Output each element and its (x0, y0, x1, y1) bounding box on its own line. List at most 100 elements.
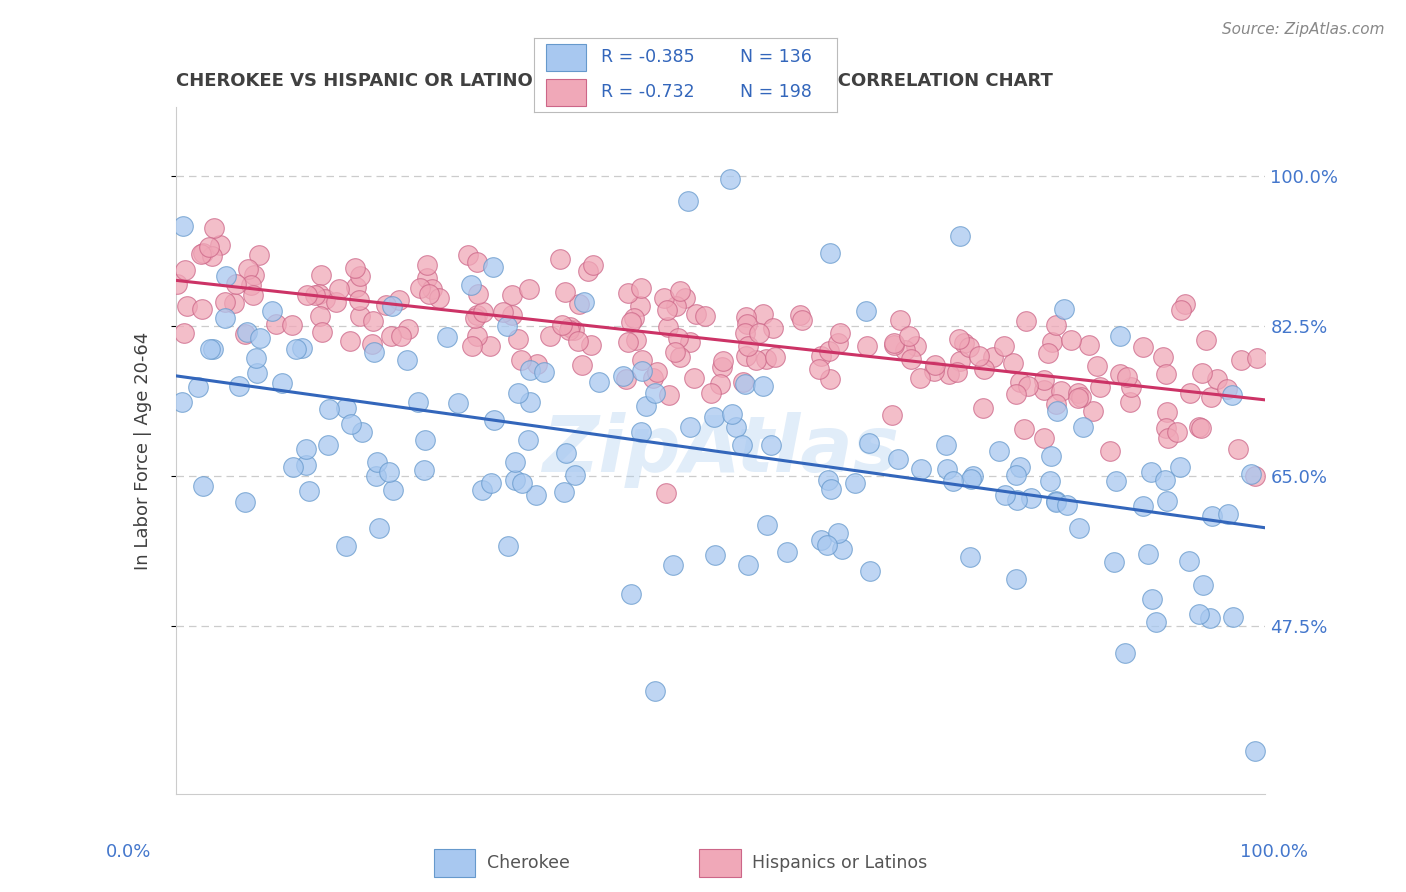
Point (579, 338, 602, 352)
Point (198, 342, 221, 356)
Point (695, 309, 717, 323)
Point (496, 319, 519, 334)
Point (550, 252, 572, 267)
Point (897, 329, 920, 343)
Point (363, 314, 385, 328)
Point (240, 278, 263, 293)
Point (538, 328, 561, 343)
Point (242, 287, 264, 301)
Point (311, 326, 333, 340)
Point (936, 462, 959, 476)
Point (636, 399, 658, 413)
Point (967, 349, 990, 363)
Point (630, 281, 652, 295)
Point (820, 482, 842, 496)
Point (524, 488, 547, 502)
Point (187, 380, 209, 394)
Point (1243, 469, 1265, 483)
Point (209, 238, 232, 252)
Point (904, 339, 927, 353)
Point (492, 305, 515, 319)
Point (734, 326, 756, 340)
Point (959, 472, 981, 486)
Point (703, 410, 725, 425)
Point (1132, 500, 1154, 514)
Point (467, 287, 489, 301)
Point (710, 359, 733, 374)
Point (166, 277, 188, 291)
Point (1119, 380, 1142, 394)
Point (959, 549, 981, 564)
Point (827, 525, 849, 540)
Point (776, 545, 799, 559)
Point (347, 293, 370, 307)
Point (465, 308, 488, 322)
Point (735, 317, 758, 331)
Text: 100.0%: 100.0% (1240, 843, 1308, 861)
Point (745, 353, 768, 368)
Point (406, 395, 429, 409)
Point (558, 320, 581, 334)
Point (1050, 384, 1073, 398)
Point (1032, 384, 1054, 398)
Text: Source: ZipAtlas.com: Source: ZipAtlas.com (1222, 22, 1385, 37)
Point (762, 321, 785, 335)
Point (957, 340, 980, 354)
Point (666, 331, 689, 345)
Point (973, 362, 995, 376)
Point (1033, 431, 1056, 445)
Point (481, 475, 503, 490)
Point (669, 350, 692, 364)
Point (1067, 391, 1090, 405)
Point (193, 479, 215, 493)
Point (176, 299, 198, 313)
Point (1222, 610, 1244, 624)
Point (284, 342, 307, 356)
Point (993, 339, 1015, 353)
Point (427, 292, 450, 306)
Point (361, 336, 384, 351)
Text: Cherokee: Cherokee (486, 854, 569, 872)
Point (630, 353, 652, 368)
Point (304, 287, 326, 301)
Point (295, 288, 318, 302)
Point (309, 268, 332, 282)
Point (808, 362, 831, 376)
Point (325, 295, 347, 310)
Point (1014, 314, 1036, 328)
Point (675, 291, 697, 305)
Point (247, 248, 270, 262)
Point (350, 425, 373, 439)
Point (396, 322, 419, 336)
Point (624, 334, 647, 348)
Point (173, 326, 195, 340)
Point (510, 476, 533, 491)
Point (413, 463, 436, 477)
Point (942, 474, 965, 488)
Point (644, 683, 666, 698)
Point (233, 327, 256, 342)
Point (886, 451, 908, 466)
Point (170, 395, 193, 409)
Point (1153, 474, 1175, 488)
Point (1108, 367, 1130, 381)
Point (388, 293, 411, 307)
Point (1188, 420, 1211, 434)
Point (617, 334, 640, 349)
Point (1157, 431, 1180, 445)
Point (558, 323, 581, 337)
Text: N = 198: N = 198 (740, 84, 811, 102)
Point (669, 284, 692, 298)
Point (815, 538, 838, 552)
Point (496, 539, 519, 553)
Point (389, 328, 412, 343)
Point (471, 305, 494, 319)
Point (564, 324, 586, 338)
Point (349, 309, 371, 323)
Point (564, 468, 586, 483)
Point (761, 438, 783, 452)
Point (734, 310, 756, 325)
Point (1070, 390, 1092, 404)
Point (1119, 394, 1142, 409)
Point (457, 248, 479, 262)
